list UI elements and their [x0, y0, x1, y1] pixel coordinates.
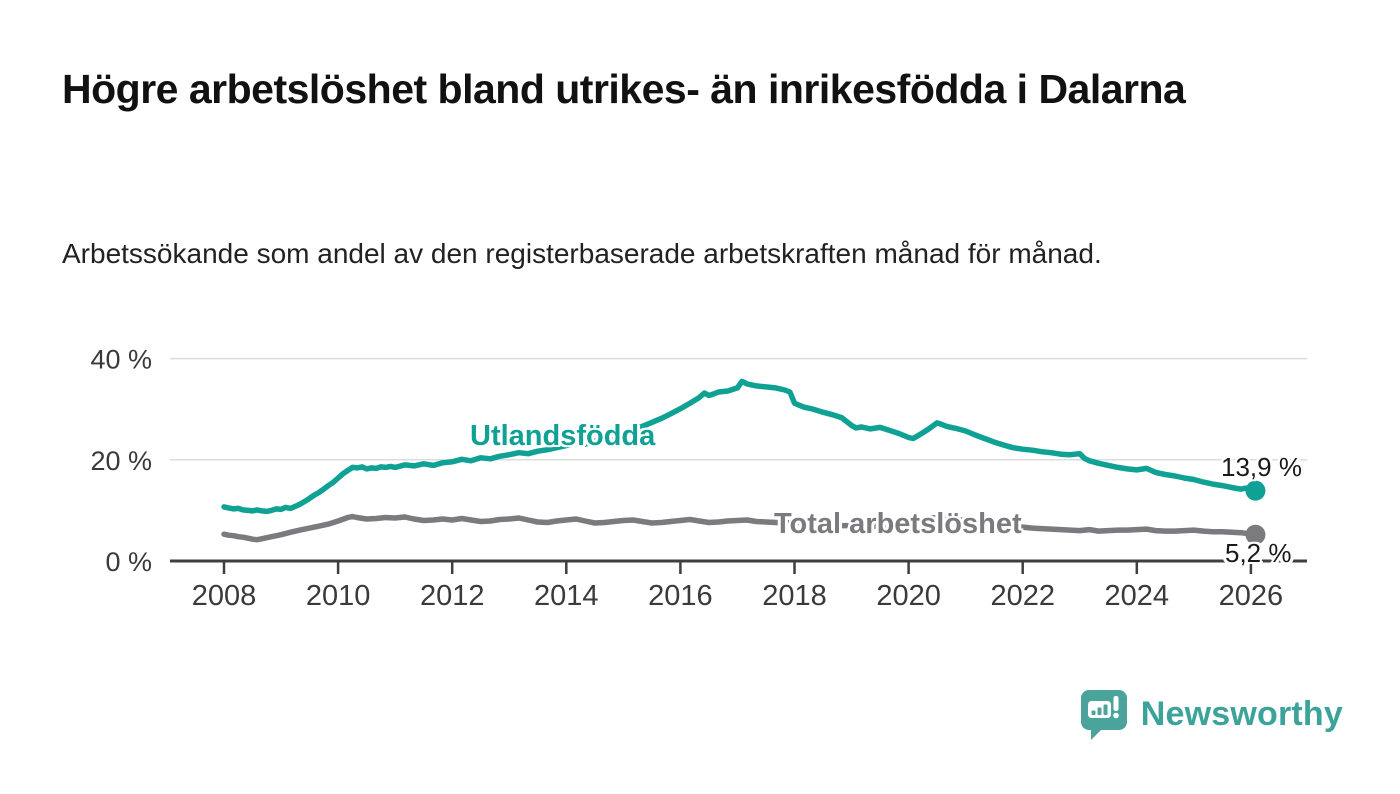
x-tick-label-2022: 2022 — [990, 580, 1055, 612]
x-tick-label-2020: 2020 — [876, 580, 941, 612]
x-tick-label-2024: 2024 — [1105, 580, 1170, 612]
series-label-total: Total arbetslöshet — [774, 508, 1022, 540]
x-tick-label-2012: 2012 — [420, 580, 485, 612]
x-tick-label-2010: 2010 — [306, 580, 371, 612]
series-label-utlandsfodda: Utlandsfödda — [470, 420, 656, 452]
x-tick-label-2018: 2018 — [762, 580, 827, 612]
y-tick-label-40: 40 % — [90, 345, 152, 375]
series-line-utlandsfodda — [221, 378, 1259, 515]
series-end-dot-total — [1245, 524, 1266, 545]
end-value-total: 5,2 % — [1225, 538, 1292, 568]
series-line-total — [221, 513, 1259, 543]
x-tick-label-2014: 2014 — [534, 580, 599, 612]
y-tick-label-20: 20 % — [90, 446, 152, 476]
x-tick-label-2026: 2026 — [1219, 580, 1284, 612]
newsworthy-wordmark: Newsworthy — [1140, 694, 1343, 733]
x-tick-label-2008: 2008 — [192, 580, 257, 612]
x-tick-label-2016: 2016 — [648, 580, 713, 612]
series-end-dot-utlandsfodda — [1245, 480, 1266, 501]
page-title: Högre arbetslöshet bland utrikes- än inr… — [62, 66, 1186, 112]
page-subtitle: Arbetssökande som andel av den registerb… — [62, 238, 1102, 269]
end-value-utlandsfodda: 13,9 % — [1221, 452, 1302, 482]
newsworthy-logo: Newsworthy — [1079, 688, 1343, 740]
y-tick-label-0: 0 % — [105, 547, 152, 577]
newsworthy-bubble-chart-icon — [1079, 688, 1129, 740]
